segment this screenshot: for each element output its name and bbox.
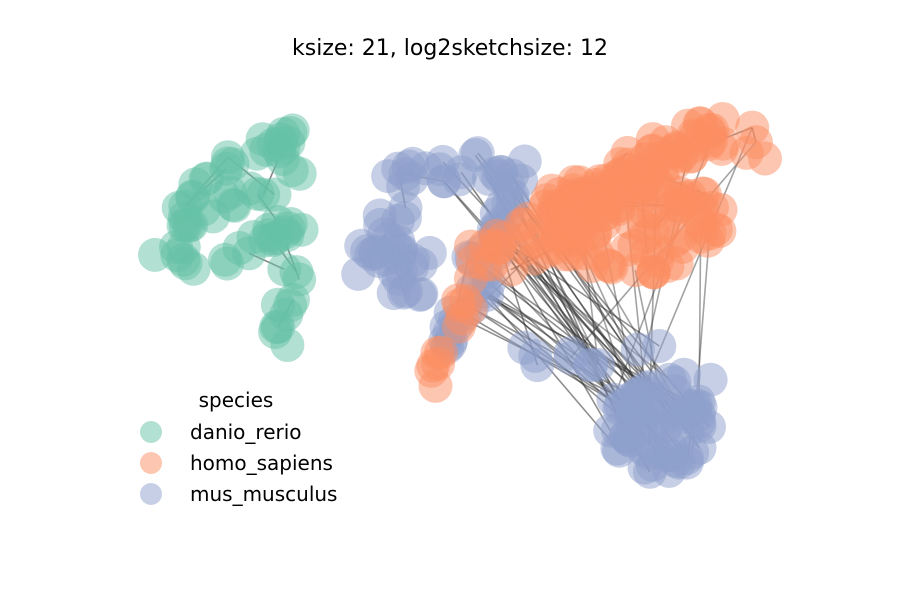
legend-marker-homo-sapiens bbox=[140, 452, 162, 474]
node-homo-sapiens bbox=[453, 291, 488, 326]
node-mus-musculus bbox=[693, 362, 728, 397]
node-mus-musculus bbox=[609, 388, 644, 423]
node-mus-musculus bbox=[426, 164, 461, 199]
node-homo-sapiens bbox=[645, 155, 680, 190]
legend-item-danio-rerio: danio_rerio bbox=[130, 417, 360, 447]
legend-title: species bbox=[198, 388, 274, 412]
legend-item-homo-sapiens: homo_sapiens bbox=[130, 448, 360, 478]
node-danio-rerio bbox=[138, 237, 172, 272]
legend: species danio_rerio homo_sapiens mus_mus… bbox=[130, 386, 360, 510]
node-homo-sapiens bbox=[561, 180, 596, 215]
node-homo-sapiens bbox=[529, 183, 564, 218]
node-homo-sapiens bbox=[729, 135, 764, 170]
node-danio-rerio bbox=[171, 208, 206, 243]
node-danio-rerio bbox=[168, 246, 203, 281]
node-mus-musculus bbox=[520, 348, 555, 383]
node-homo-sapiens bbox=[482, 230, 517, 265]
node-homo-sapiens bbox=[421, 346, 456, 381]
node-danio-rerio bbox=[260, 204, 295, 239]
node-mus-musculus bbox=[620, 332, 655, 367]
legend-marker-mus-musculus bbox=[140, 483, 162, 505]
node-mus-musculus bbox=[683, 390, 718, 425]
node-danio-rerio bbox=[257, 177, 292, 212]
legend-label-homo-sapiens: homo_sapiens bbox=[190, 451, 333, 475]
node-danio-rerio bbox=[215, 147, 250, 182]
legend-label-mus-musculus: mus_musculus bbox=[190, 482, 338, 506]
node-homo-sapiens bbox=[560, 223, 595, 258]
node-danio-rerio bbox=[266, 131, 301, 165]
node-danio-rerio bbox=[273, 288, 308, 323]
node-danio-rerio bbox=[258, 315, 293, 350]
node-homo-sapiens bbox=[504, 207, 538, 242]
node-mus-musculus bbox=[388, 190, 423, 225]
node-layer bbox=[138, 102, 782, 489]
node-mus-musculus bbox=[377, 255, 412, 290]
node-homo-sapiens bbox=[685, 176, 720, 211]
legend-item-mus-musculus: mus_musculus bbox=[130, 479, 360, 509]
node-homo-sapiens bbox=[659, 246, 694, 281]
node-mus-musculus bbox=[458, 138, 493, 173]
legend-label-danio-rerio: danio_rerio bbox=[190, 420, 302, 444]
node-homo-sapiens bbox=[657, 188, 691, 223]
node-danio-rerio bbox=[222, 231, 257, 265]
node-mus-musculus bbox=[652, 362, 687, 397]
node-mus-musculus bbox=[483, 154, 518, 189]
chart-title: ksize: 21, log2sketchsize: 12 bbox=[292, 36, 608, 61]
node-mus-musculus bbox=[670, 440, 704, 475]
graph-edge bbox=[442, 161, 675, 413]
node-mus-musculus bbox=[608, 420, 643, 455]
node-homo-sapiens bbox=[673, 139, 708, 174]
legend-marker-danio-rerio bbox=[140, 421, 162, 443]
node-danio-rerio bbox=[267, 252, 302, 287]
node-mus-musculus bbox=[553, 336, 588, 371]
node-homo-sapiens bbox=[735, 110, 770, 145]
